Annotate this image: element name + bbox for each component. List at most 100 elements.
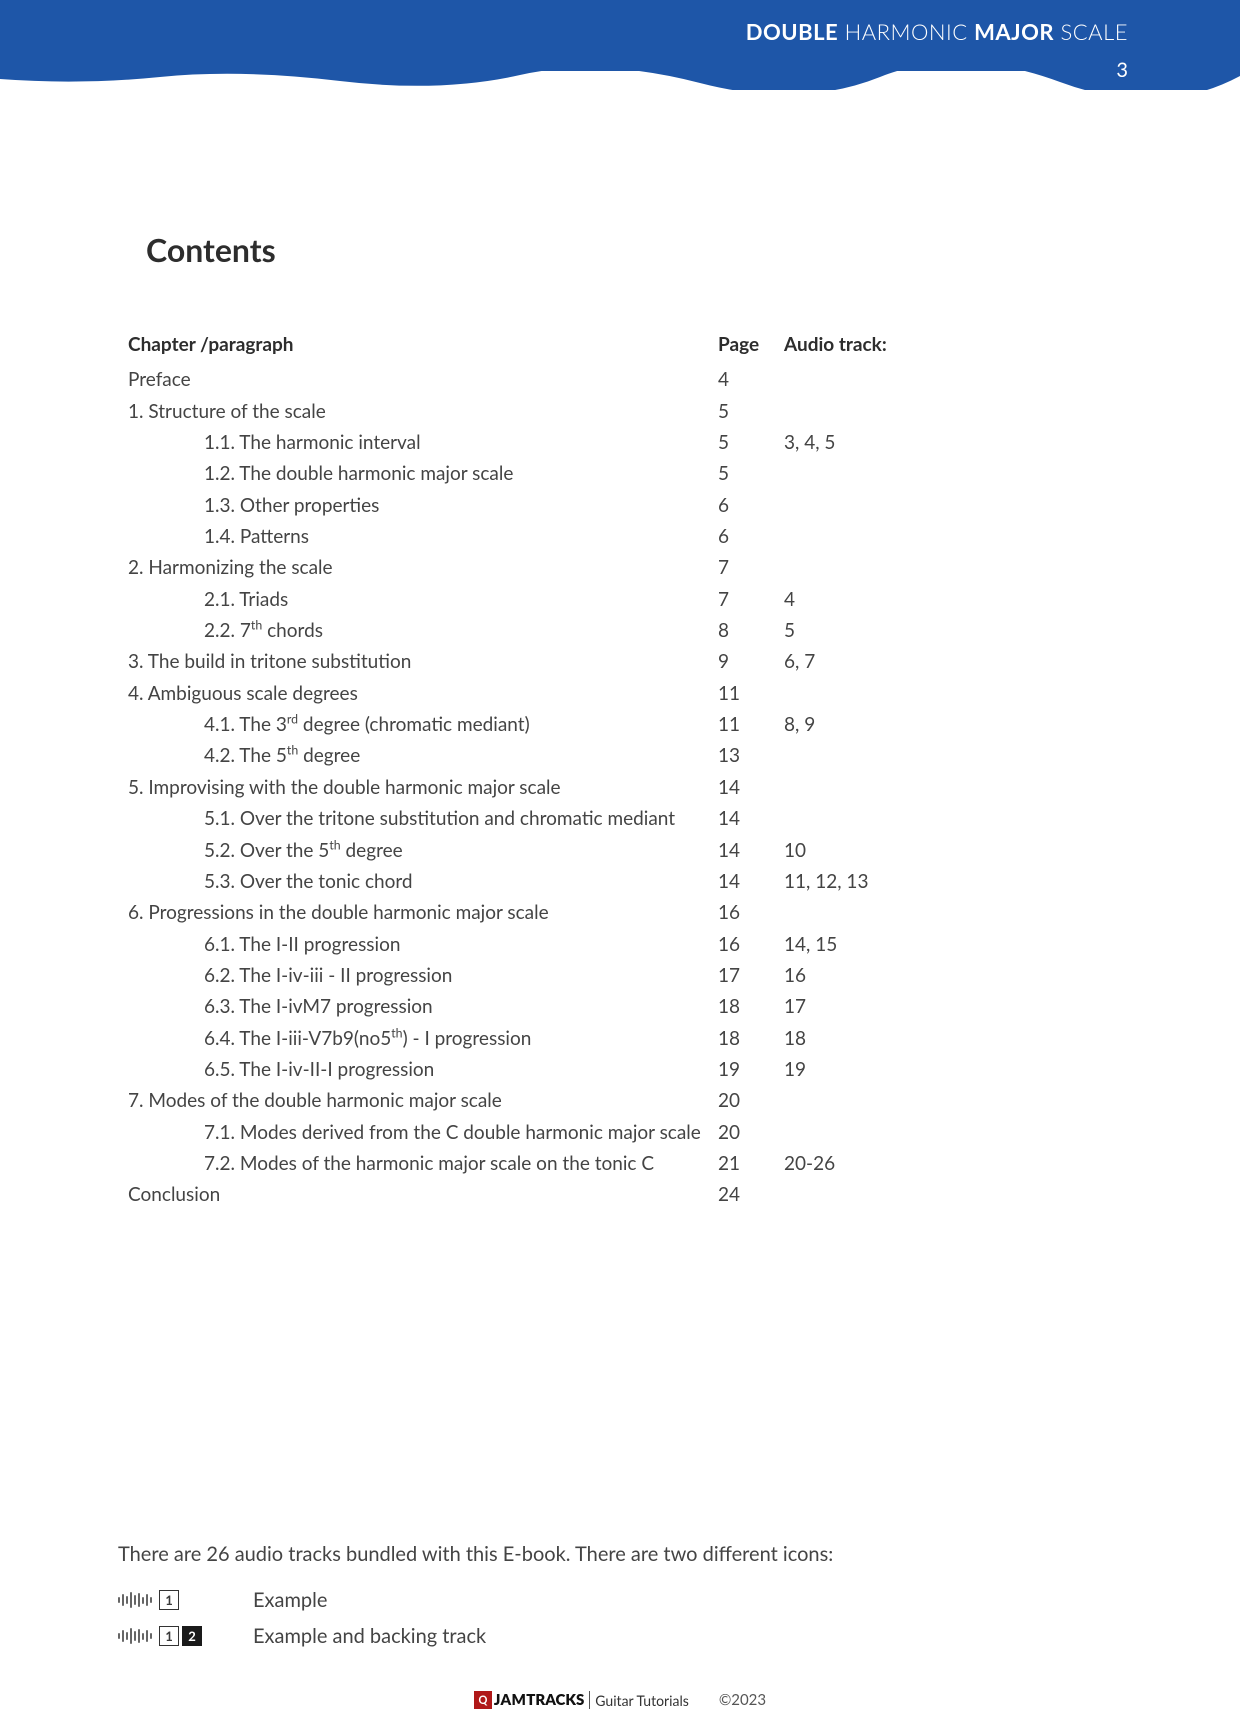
toc-row: 7.2. Modes of the harmonic major scale o…: [128, 1148, 1112, 1179]
toc-row: 6.4. The I-iii-V7b9(no5th) - I progressi…: [128, 1023, 1112, 1054]
toc-page: 6: [718, 490, 784, 521]
logo-square-icon: Q: [474, 1691, 492, 1709]
toc-page: 16: [718, 929, 784, 960]
toc-page: 4: [718, 364, 784, 395]
toc-page: 13: [718, 740, 784, 771]
toc-chapter: 1. Structure of the scale: [128, 396, 718, 427]
toc-audio: 5: [784, 615, 1112, 646]
toc-row: 7. Modes of the double harmonic major sc…: [128, 1085, 1112, 1116]
toc-page: 20: [718, 1085, 784, 1116]
audio-note: There are 26 audio tracks bundled with t…: [118, 1542, 833, 1566]
toc-page: 8: [718, 615, 784, 646]
toc-row: 1.2. The double harmonic major scale5: [128, 458, 1112, 489]
toc-chapter: 5.1. Over the tritone substitution and c…: [128, 803, 718, 834]
toc-audio: 19: [784, 1054, 1112, 1085]
toc-chapter: 6.1. The I-II progression: [128, 929, 718, 960]
header-banner: DOUBLE HARMONIC MAJOR SCALE 3: [0, 0, 1240, 90]
toc-audio: 20-26: [784, 1148, 1112, 1179]
track-number-box: 1: [159, 1590, 179, 1610]
toc-row: 7.1. Modes derived from the C double har…: [128, 1117, 1112, 1148]
toc-row: 2.1. Triads74: [128, 584, 1112, 615]
toc-header-page: Page: [718, 329, 784, 360]
toc-chapter: 1.3. Other properties: [128, 490, 718, 521]
toc-row: 6.5. The I-iv-II-I progression1919: [128, 1054, 1112, 1085]
table-of-contents: Chapter /paragraph Page Audio track: Pre…: [128, 329, 1112, 1211]
toc-audio: 3, 4, 5: [784, 427, 1112, 458]
toc-page: 5: [718, 396, 784, 427]
content-area: Contents Chapter /paragraph Page Audio t…: [0, 90, 1240, 1211]
toc-chapter: 1.1. The harmonic interval: [128, 427, 718, 458]
toc-chapter: 7.2. Modes of the harmonic major scale o…: [128, 1148, 718, 1179]
copyright: ©2023: [719, 1691, 766, 1709]
toc-chapter: 2.1. Triads: [128, 584, 718, 615]
toc-audio: 14, 15: [784, 929, 1112, 960]
toc-page: 17: [718, 960, 784, 991]
toc-header-chapter: Chapter /paragraph: [128, 329, 718, 360]
toc-chapter: 5.2. Over the 5th degree: [128, 835, 718, 866]
toc-row: 5. Improvising with the double harmonic …: [128, 772, 1112, 803]
logo-guitar-tutorials: Guitar Tutorials: [595, 1692, 689, 1709]
toc-audio: 6, 7: [784, 646, 1112, 677]
toc-page: 14: [718, 866, 784, 897]
toc-row: 4.1. The 3rd degree (chromatic mediant)1…: [128, 709, 1112, 740]
toc-header-audio: Audio track:: [784, 329, 1112, 360]
toc-page: 14: [718, 803, 784, 834]
legend-row-example: 1 Example: [118, 1585, 486, 1615]
toc-chapter: 6.3. The I-ivM7 progression: [128, 991, 718, 1022]
contents-heading: Contents: [146, 230, 1112, 269]
title-part: MAJOR: [974, 18, 1054, 45]
waveform-icon: [118, 1592, 152, 1608]
toc-header-row: Chapter /paragraph Page Audio track:: [128, 329, 1112, 360]
toc-page: 9: [718, 646, 784, 677]
toc-page: 14: [718, 835, 784, 866]
track-number-box-dark: 2: [182, 1626, 202, 1646]
toc-chapter: 2.2. 7th chords: [128, 615, 718, 646]
toc-chapter: 7.1. Modes derived from the C double har…: [128, 1117, 718, 1148]
toc-page: 6: [718, 521, 784, 552]
toc-row: 4. Ambiguous scale degrees11: [128, 678, 1112, 709]
toc-row: 6. Progressions in the double harmonic m…: [128, 897, 1112, 928]
toc-row: 6.1. The I-II progression1614, 15: [128, 929, 1112, 960]
toc-chapter: 6.2. The I-iv-iii - II progression: [128, 960, 718, 991]
logo-divider: [589, 1691, 590, 1709]
toc-body: Preface41. Structure of the scale51.1. T…: [128, 364, 1112, 1210]
toc-row: 5.2. Over the 5th degree1410: [128, 835, 1112, 866]
toc-audio: 17: [784, 991, 1112, 1022]
toc-chapter: 6.4. The I-iii-V7b9(no5th) - I progressi…: [128, 1023, 718, 1054]
legend-label: Example: [253, 1588, 327, 1612]
toc-row: 1. Structure of the scale5: [128, 396, 1112, 427]
toc-chapter: 7. Modes of the double harmonic major sc…: [128, 1085, 718, 1116]
toc-audio: 18: [784, 1023, 1112, 1054]
toc-row: Conclusion24: [128, 1179, 1112, 1210]
banner-torn-edge: [0, 71, 1240, 91]
title-part: SCALE: [1054, 18, 1128, 45]
toc-row: 3. The build in tritone substitution96, …: [128, 646, 1112, 677]
toc-row: 1.4. Patterns6: [128, 521, 1112, 552]
footer: Q JAM TRACKS Guitar Tutorials ©2023: [0, 1691, 1240, 1709]
toc-row: 1.3. Other properties6: [128, 490, 1112, 521]
toc-row: 2.2. 7th chords85: [128, 615, 1112, 646]
toc-page: 7: [718, 552, 784, 583]
waveform-icon: [118, 1628, 152, 1644]
track-number-box: 1: [159, 1626, 179, 1646]
toc-chapter: 6.5. The I-iv-II-I progression: [128, 1054, 718, 1085]
logo-jam: JAM: [494, 1691, 526, 1709]
toc-audio: 10: [784, 835, 1112, 866]
toc-page: 18: [718, 991, 784, 1022]
legend-label: Example and backing track: [253, 1624, 486, 1648]
toc-audio: 11, 12, 13: [784, 866, 1112, 897]
toc-row: 5.1. Over the tritone substitution and c…: [128, 803, 1112, 834]
toc-page: 21: [718, 1148, 784, 1179]
toc-page: 11: [718, 709, 784, 740]
toc-row: Preface4: [128, 364, 1112, 395]
footer-logo: Q JAM TRACKS Guitar Tutorials: [474, 1691, 689, 1709]
toc-row: 6.2. The I-iv-iii - II progression1716: [128, 960, 1112, 991]
toc-page: 7: [718, 584, 784, 615]
header-title: DOUBLE HARMONIC MAJOR SCALE: [746, 18, 1128, 45]
title-part: HARMONIC: [838, 18, 974, 45]
toc-page: 24: [718, 1179, 784, 1210]
toc-chapter: 2. Harmonizing the scale: [128, 552, 718, 583]
toc-chapter: 4.2. The 5th degree: [128, 740, 718, 771]
toc-chapter: 5.3. Over the tonic chord: [128, 866, 718, 897]
toc-chapter: 6. Progressions in the double harmonic m…: [128, 897, 718, 928]
